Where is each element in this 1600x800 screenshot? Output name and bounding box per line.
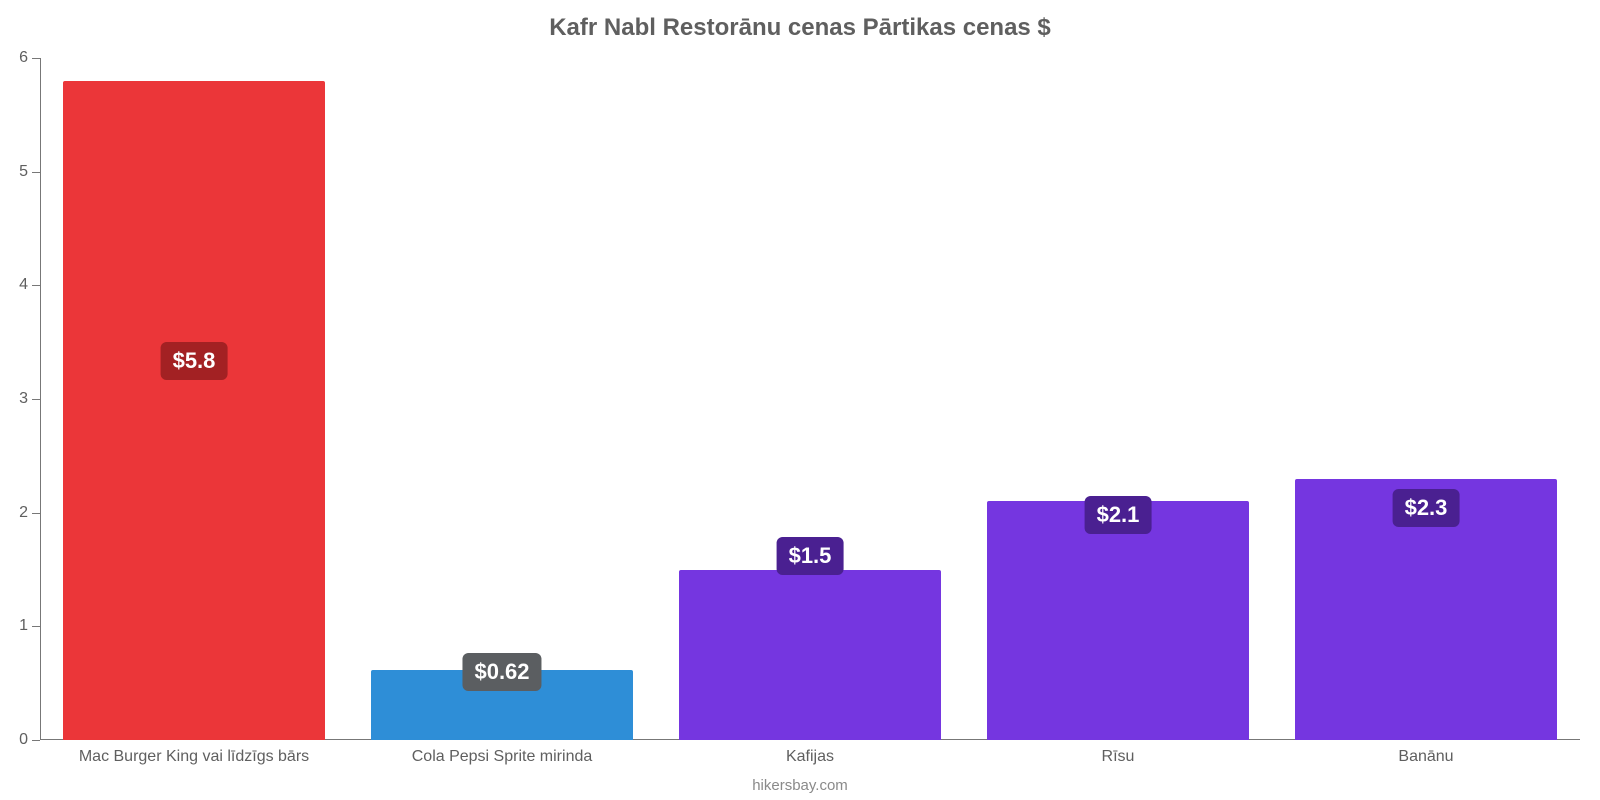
bar-value-label: $5.8 [161, 342, 228, 380]
bar [679, 570, 941, 741]
y-tick-label: 5 [19, 163, 40, 181]
bars-group: $5.8 $0.62 $1.5 $2.1 $2.3 [40, 58, 1580, 740]
x-category-label: Cola Pepsi Sprite mirinda [412, 740, 593, 766]
bar-value-label: $1.5 [777, 537, 844, 575]
y-tick-label: 4 [19, 276, 40, 294]
bar [987, 501, 1249, 740]
x-category-label: Banānu [1398, 740, 1453, 766]
y-tick-label: 6 [19, 49, 40, 67]
chart-container: Kafr Nabl Restorānu cenas Pārtikas cenas… [0, 0, 1600, 800]
y-tick-label: 1 [19, 617, 40, 635]
bar [63, 81, 325, 740]
bar-value-label: $0.62 [462, 653, 541, 691]
y-tick-label: 2 [19, 504, 40, 522]
attribution-text: hikersbay.com [0, 777, 1600, 794]
x-category-label: Mac Burger King vai līdzīgs bārs [79, 740, 309, 766]
chart-title: Kafr Nabl Restorānu cenas Pārtikas cenas… [0, 14, 1600, 42]
y-tick-label: 0 [19, 731, 40, 749]
bar-value-label: $2.1 [1085, 496, 1152, 534]
x-category-label: Kafijas [786, 740, 834, 766]
bar-value-label: $2.3 [1393, 489, 1460, 527]
x-category-label: Rīsu [1102, 740, 1135, 766]
plot-area: $5.8$0.62$1.5$2.1$2.3 0123456Mac Burger … [40, 58, 1580, 740]
y-tick-label: 3 [19, 390, 40, 408]
